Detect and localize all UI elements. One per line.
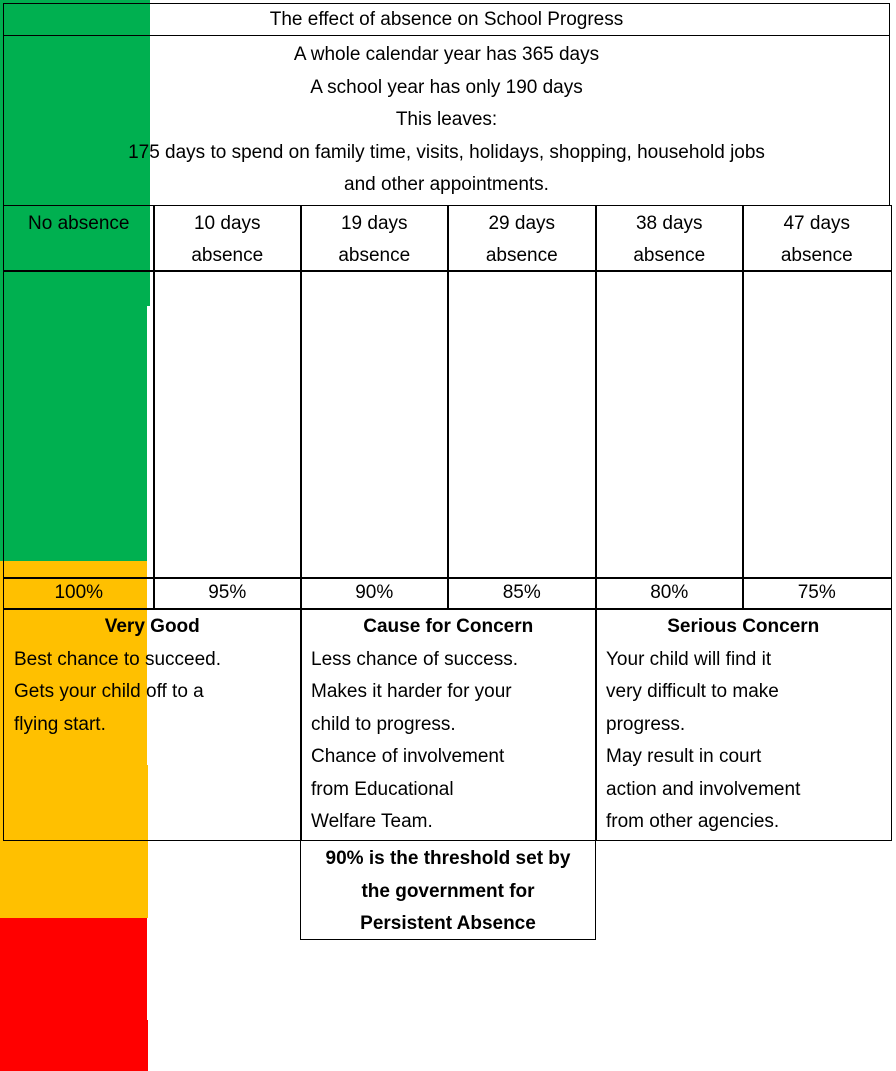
band-line: progress. bbox=[606, 713, 686, 735]
category-header: 19 days absence bbox=[300, 205, 449, 272]
note: 90% is the threshold set by the governme… bbox=[300, 840, 596, 940]
band-line: flying start. bbox=[14, 713, 106, 735]
bar bbox=[0, 918, 147, 1020]
band-line: Welfare Team. bbox=[311, 811, 433, 832]
band-line: very difficult to make bbox=[606, 681, 779, 702]
band: Serious Concern Your child will find it ve… bbox=[595, 608, 892, 841]
bar-cell bbox=[300, 270, 449, 579]
band-line: Best chance to succeed. bbox=[14, 648, 222, 670]
bar-cell bbox=[153, 270, 302, 579]
bar bbox=[0, 561, 147, 765]
intro-line: 175 days to spend on family time, visits… bbox=[128, 141, 765, 163]
category-header: 10 days absence bbox=[153, 205, 302, 272]
intro-line: This leaves: bbox=[395, 109, 498, 130]
value-label: 85% bbox=[447, 577, 597, 610]
band-line: Less chance of success. bbox=[311, 648, 518, 670]
band-heading: Serious Concern bbox=[667, 616, 820, 637]
category-header: 38 days absence bbox=[595, 205, 744, 272]
intro-line: A whole calendar year has 365 days bbox=[293, 44, 600, 65]
bar-cell bbox=[595, 270, 744, 579]
category-header: 29 days absence bbox=[447, 205, 597, 272]
band-line: Chance of involvement bbox=[311, 746, 505, 767]
intro-line: and other appointments. bbox=[344, 174, 549, 195]
band-line: child to progress. bbox=[311, 713, 456, 735]
band: Cause for Concern Less chance of success.… bbox=[300, 608, 597, 841]
intro: A whole calendar year has 365 days A scho… bbox=[3, 35, 890, 206]
category-header: 47 days absence bbox=[742, 205, 892, 272]
band-heading: Very Good bbox=[104, 616, 200, 637]
category-header: No absence bbox=[3, 205, 155, 272]
band-line: from Educational bbox=[311, 778, 454, 800]
bar bbox=[0, 1020, 148, 1071]
band-line: Your child will find it bbox=[606, 648, 772, 670]
band-line: action and involvement bbox=[606, 778, 801, 800]
intro-line: A school year has only 190 days bbox=[310, 76, 583, 98]
band-line: Gets your child off to a bbox=[14, 681, 204, 702]
title: The effect of absence on School Progress bbox=[3, 3, 890, 36]
value-label: 80% bbox=[595, 577, 744, 610]
bar bbox=[0, 306, 147, 561]
value-label: 100% bbox=[3, 577, 155, 610]
value-label: 75% bbox=[742, 577, 892, 610]
bar-cell bbox=[3, 270, 155, 579]
bar-cell bbox=[447, 270, 597, 579]
band-heading: Cause for Concern bbox=[363, 616, 534, 637]
band-line: Makes it harder for your bbox=[311, 681, 512, 702]
band: Very Good Best chance to succeed. Gets you… bbox=[3, 608, 302, 841]
value-label: 95% bbox=[153, 577, 302, 610]
bar-cell bbox=[742, 270, 892, 579]
bar bbox=[0, 765, 148, 918]
bar bbox=[0, 0, 150, 306]
band-line: from other agencies. bbox=[606, 811, 780, 832]
value-label: 90% bbox=[300, 577, 449, 610]
band-line: May result in court bbox=[606, 746, 762, 767]
